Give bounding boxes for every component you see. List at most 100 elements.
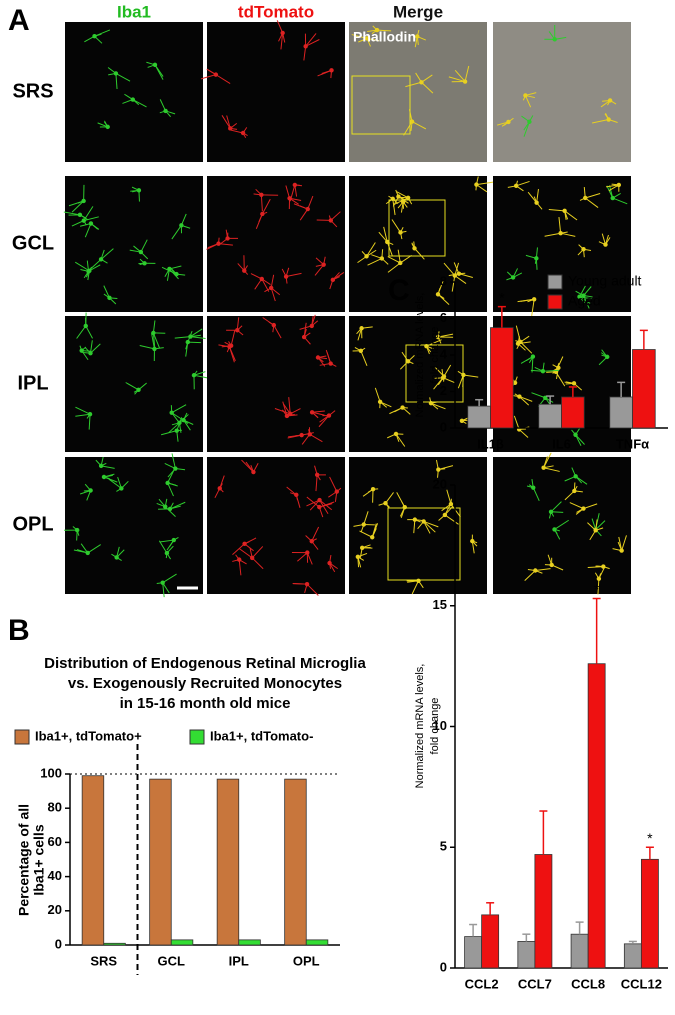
cell-body	[309, 539, 314, 544]
cell-body	[370, 487, 376, 492]
cell-process	[360, 350, 368, 366]
cell-process	[443, 262, 456, 276]
micrograph	[207, 457, 345, 594]
legend-swatch	[547, 274, 563, 290]
cell-process	[158, 540, 168, 554]
cell-process	[161, 430, 177, 436]
cell-process	[152, 332, 156, 349]
cell-body	[534, 200, 539, 205]
panel-label: C	[388, 274, 410, 307]
cell-process	[548, 209, 565, 212]
inset-box	[388, 199, 446, 257]
bar	[561, 396, 585, 429]
cell-process	[564, 210, 578, 221]
cell-process	[232, 543, 245, 556]
y-tick-label: 10	[433, 718, 447, 733]
cell-body	[249, 555, 255, 561]
legend-label: Aged	[568, 293, 601, 309]
cell-process	[421, 81, 434, 94]
cell-process	[550, 501, 562, 513]
cell-process	[411, 121, 427, 130]
cell-body	[583, 195, 588, 201]
cell-body	[236, 557, 242, 562]
cell-process	[463, 374, 479, 378]
cell-body	[315, 355, 321, 360]
cell-body	[188, 334, 193, 339]
cell-process	[454, 275, 467, 284]
micrograph	[493, 22, 631, 162]
cell-process	[329, 476, 338, 492]
cell-process	[288, 397, 291, 414]
cell-process	[314, 264, 325, 276]
cell-body	[284, 413, 290, 419]
bar	[103, 942, 126, 946]
cell-body	[383, 500, 388, 506]
cell-body	[531, 297, 537, 302]
y-axis-label: fold change	[429, 698, 441, 755]
bar	[632, 349, 656, 429]
cell-process	[154, 64, 164, 77]
chart-title: in 15-16 month old mice	[120, 695, 291, 712]
cell-body	[593, 528, 598, 533]
cell-process	[391, 219, 401, 233]
cell-process	[306, 583, 319, 596]
cell-process	[575, 475, 588, 485]
cell-body	[81, 198, 86, 204]
cell-process	[190, 328, 203, 338]
cell-process	[476, 181, 494, 186]
panel-label: A	[8, 4, 30, 37]
cell-process	[307, 195, 314, 210]
inset-box	[351, 75, 411, 135]
cell-process	[125, 382, 139, 391]
cell-process	[535, 568, 551, 571]
cell-process	[228, 346, 235, 363]
cell-process	[386, 241, 393, 256]
cell-body	[435, 334, 441, 340]
cell-body	[83, 323, 88, 329]
cell-body	[309, 410, 315, 415]
cell-body	[419, 80, 424, 85]
cell-body	[191, 373, 197, 378]
cell-process	[171, 412, 184, 421]
cell-process	[437, 280, 444, 295]
micrograph	[349, 22, 487, 162]
cell-body	[556, 365, 561, 371]
micrograph	[349, 316, 487, 452]
cell-process	[520, 341, 533, 354]
cell-body	[523, 93, 528, 98]
cell-process	[305, 33, 317, 47]
cell-body	[377, 399, 383, 405]
bar	[81, 775, 105, 946]
bar	[490, 327, 514, 429]
cell-process	[542, 369, 560, 372]
y-axis-label: Normalized mRNA levels,	[414, 293, 426, 418]
cell-body	[549, 562, 554, 568]
cell-body	[292, 182, 298, 188]
cell-process	[513, 415, 520, 430]
cell-process	[433, 376, 445, 390]
cell-body	[610, 195, 615, 201]
cell-process	[443, 364, 452, 377]
cell-body	[260, 211, 265, 217]
cell-body	[240, 130, 246, 136]
cell-body	[171, 537, 176, 543]
cell-process	[140, 239, 148, 253]
cell-process	[387, 262, 401, 273]
cell-process	[516, 180, 530, 187]
cell-body	[581, 293, 586, 298]
cell-process	[423, 521, 436, 533]
y-tick-label: 20	[433, 476, 447, 491]
cell-process	[75, 406, 91, 415]
cell-process	[83, 216, 99, 222]
cell-process	[454, 70, 466, 82]
cell-body	[619, 548, 624, 553]
cell-body	[283, 274, 289, 279]
micrograph	[493, 457, 631, 594]
cell-process	[185, 342, 189, 357]
cell-body	[512, 380, 518, 385]
cell-body	[506, 119, 511, 125]
cell-process	[309, 499, 320, 511]
x-tick-label: IPL	[229, 953, 249, 968]
y-axis-label: Percentage of all	[16, 804, 32, 916]
